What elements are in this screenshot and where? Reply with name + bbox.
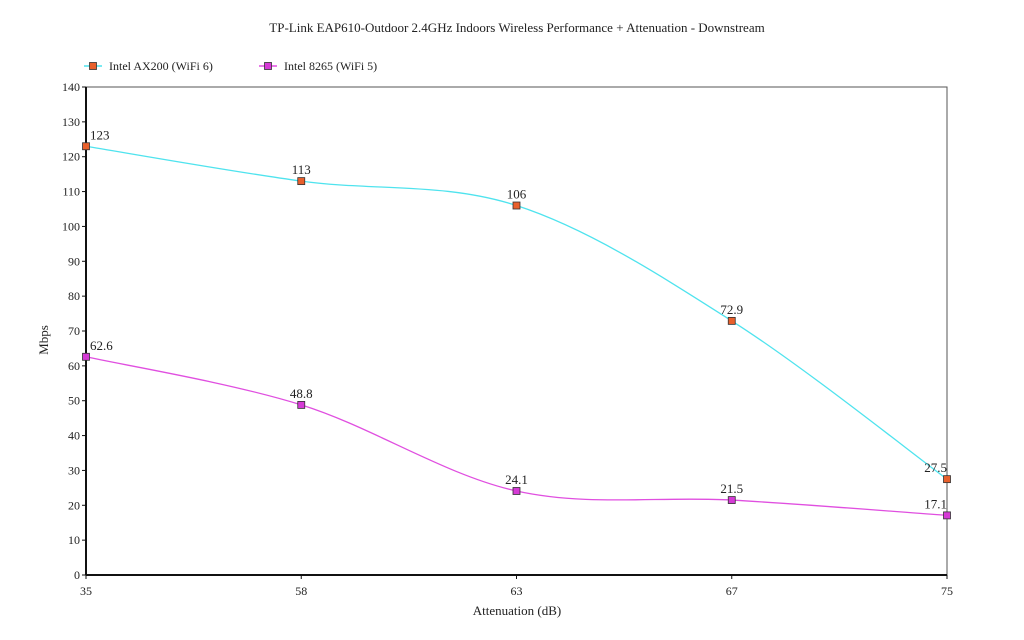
chart-title: TP-Link EAP610-Outdoor 2.4GHz Indoors Wi… (269, 20, 764, 35)
x-tick-label: 58 (295, 584, 307, 598)
data-point (727, 316, 736, 325)
series-group: 123 113 106 72.9 27.5 62.6 48.8 24.1 21.5 17.1 (82, 127, 951, 520)
data-point (943, 475, 951, 484)
y-tick-label: 110 (62, 185, 80, 199)
data-label: 24.1 (505, 472, 528, 487)
y-tick-label: 140 (62, 80, 80, 94)
x-tick-label: 63 (511, 584, 523, 598)
y-tick-label: 50 (68, 394, 80, 408)
data-point (512, 487, 521, 495)
legend-label: Intel 8265 (WiFi 5) (284, 59, 377, 73)
y-tick-label: 120 (62, 150, 80, 164)
y-tick-label: 100 (62, 219, 80, 233)
data-point (82, 352, 90, 361)
data-point (727, 496, 736, 504)
legend: Intel AX200 (WiFi 6) Intel 8265 (WiFi 5) (84, 59, 377, 73)
y-tick-label: 70 (68, 324, 80, 338)
data-point (297, 177, 306, 186)
data-point (297, 400, 306, 409)
plot-frame (85, 86, 948, 576)
x-tick-label: 75 (941, 584, 953, 598)
y-tick-label: 130 (62, 115, 80, 129)
data-label: 17.1 (924, 496, 947, 511)
y-tick-label: 80 (68, 289, 80, 303)
data-label: 21.5 (720, 481, 743, 496)
data-point (82, 142, 90, 151)
data-point (943, 511, 951, 520)
data-point (512, 201, 521, 210)
data-label: 106 (507, 187, 527, 202)
y-tick-label: 60 (68, 359, 80, 373)
legend-marker (89, 62, 97, 70)
data-label: 113 (292, 162, 311, 177)
y-tick-label: 0 (74, 568, 80, 582)
data-label: 27.5 (924, 460, 947, 475)
y-tick-label: 10 (68, 533, 80, 547)
x-axis-label: Attenuation (dB) (473, 603, 561, 618)
x-tick-label: 35 (80, 584, 92, 598)
series-line (85, 145, 948, 480)
legend-item-1: Intel AX200 (WiFi 6) (84, 59, 213, 73)
data-label: 48.8 (290, 386, 313, 401)
y-tick-label: 90 (68, 254, 80, 268)
x-tick-label: 67 (726, 584, 738, 598)
data-label: 123 (90, 127, 110, 142)
y-axis-label: Mbps (36, 325, 51, 355)
legend-label: Intel AX200 (WiFi 6) (109, 59, 213, 73)
data-label: 62.6 (90, 338, 113, 353)
series-1: 123 113 106 72.9 27.5 (82, 127, 951, 484)
y-tick-label: 30 (68, 463, 80, 477)
y-tick-label: 40 (68, 429, 80, 443)
series-2: 62.6 48.8 24.1 21.5 17.1 (82, 338, 951, 520)
data-label: 72.9 (720, 302, 743, 317)
axes: 0 10 20 30 40 50 60 70 80 90 100 110 120 130 140 35 58 63… (62, 80, 953, 598)
legend-marker (264, 62, 272, 70)
legend-item-2: Intel 8265 (WiFi 5) (259, 59, 377, 73)
y-tick-label: 20 (68, 498, 80, 512)
